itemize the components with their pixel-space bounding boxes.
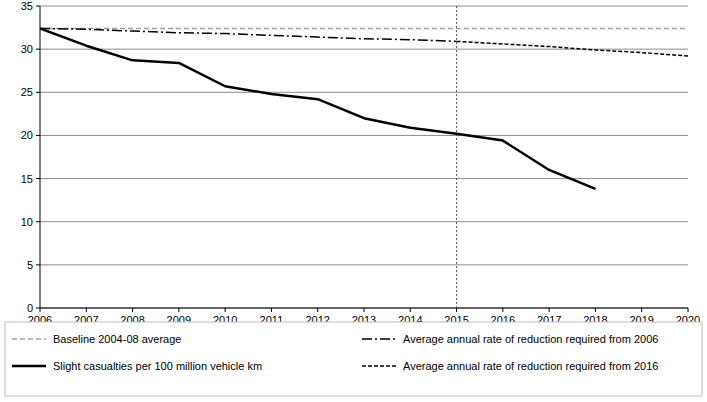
grid-line	[40, 92, 688, 93]
y-tick-label: 10	[21, 216, 33, 228]
x-tick	[410, 308, 411, 312]
y-tick	[36, 264, 40, 265]
x-tick	[317, 308, 318, 312]
reference-line	[456, 6, 457, 308]
grid-line	[40, 178, 688, 179]
grid-line	[40, 308, 688, 309]
x-tick	[688, 308, 689, 312]
y-tick-label: 20	[21, 129, 33, 141]
series-line	[40, 28, 457, 41]
x-tick	[178, 308, 179, 312]
series-line	[40, 28, 595, 189]
legend-swatch	[362, 338, 396, 340]
x-tick	[641, 308, 642, 312]
x-tick	[364, 308, 365, 312]
y-tick	[36, 308, 40, 309]
y-tick	[36, 49, 40, 50]
grid-line	[40, 221, 688, 222]
legend-swatch	[12, 338, 46, 340]
x-tick	[502, 308, 503, 312]
y-tick	[36, 135, 40, 136]
x-tick	[132, 308, 133, 312]
legend-box	[5, 322, 702, 396]
legend-label: Average annual rate of reduction require…	[403, 333, 658, 345]
x-tick	[456, 308, 457, 312]
legend-label: Average annual rate of reduction require…	[403, 360, 658, 372]
y-tick-label: 25	[21, 86, 33, 98]
legend-label: Baseline 2004-08 average	[53, 333, 181, 345]
x-axis	[40, 308, 688, 309]
y-tick-label: 35	[21, 0, 33, 12]
x-tick	[549, 308, 550, 312]
y-tick-label: 30	[21, 43, 33, 55]
chart: 0510152025303520062007200820092010201120…	[0, 0, 707, 402]
series-line	[457, 41, 688, 56]
y-tick-label: 5	[27, 259, 33, 271]
y-tick-label: 15	[21, 173, 33, 185]
y-tick-label: 0	[27, 302, 33, 314]
x-tick	[225, 308, 226, 312]
y-axis	[40, 6, 41, 308]
series-line	[40, 28, 688, 30]
x-tick	[595, 308, 596, 312]
x-tick	[86, 308, 87, 312]
legend-label: Slight casualties per 100 million vehicl…	[53, 360, 262, 372]
x-tick	[40, 308, 41, 312]
x-tick	[271, 308, 272, 312]
grid-line	[40, 135, 688, 136]
grid-line	[40, 264, 688, 265]
legend-swatch	[362, 365, 396, 367]
grid-line	[40, 6, 688, 7]
y-tick	[36, 178, 40, 179]
y-tick	[36, 92, 40, 93]
legend-swatch	[12, 365, 46, 368]
plot-area	[40, 6, 688, 308]
y-tick	[36, 6, 40, 7]
y-tick	[36, 221, 40, 222]
